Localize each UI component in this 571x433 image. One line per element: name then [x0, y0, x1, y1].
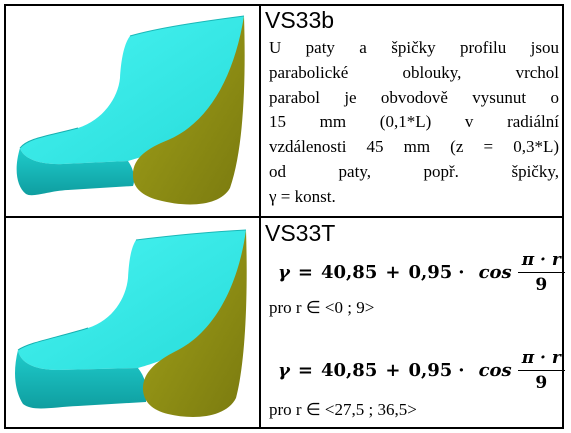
formula-gamma: γ: [278, 360, 290, 381]
formula-cos: cos: [478, 360, 512, 381]
formula-dot: ·: [458, 262, 465, 283]
formula-fraction: π · r 9: [517, 346, 565, 395]
formula-equals: =: [297, 262, 313, 283]
formula-coefficient: 0,95: [408, 262, 453, 283]
fraction-numerator: π · r: [517, 248, 565, 273]
formula-plus: +: [385, 360, 401, 381]
description-line: parabol je obvodově vysunut o: [269, 87, 559, 107]
gamma-formula: γ = 40,85 + 0,95 · cos π · r 9: [278, 346, 565, 395]
blade-shape-icon: [16, 15, 245, 205]
gamma-formula: γ = 40,85 + 0,95 · cos π · r 9: [278, 248, 565, 297]
formula-constant: 40,85: [320, 262, 378, 283]
profile-description: U paty a špičky profilu jsou parabolické…: [269, 36, 559, 210]
blade-profile-image: [8, 8, 256, 219]
formula-range: pro r ∈ <0 ; 9>: [269, 298, 375, 317]
fraction-denominator: 9: [535, 275, 548, 295]
formula-plus: +: [385, 262, 401, 283]
formula-constant: 40,85: [320, 360, 378, 381]
profile-code: VS33T: [265, 220, 336, 246]
formula-coefficient: 0,95: [408, 360, 453, 381]
blade-profile-image: [8, 220, 256, 431]
formula-equals: =: [297, 360, 313, 381]
fraction-numerator: π · r: [517, 346, 565, 371]
column-divider: [259, 4, 261, 429]
description-line: 15 mm (0,1*L) v radiální: [269, 112, 559, 132]
formula-range: pro r ∈ <27,5 ; 36,5>: [269, 400, 417, 419]
description-line: U paty a špičky profilu jsou: [269, 38, 559, 57]
profile-code: VS33b: [265, 7, 335, 33]
formula-gamma: γ: [278, 262, 290, 283]
formula-cos: cos: [478, 262, 512, 283]
description-line: γ = konst.: [269, 186, 336, 206]
fraction-denominator: 9: [535, 373, 548, 393]
formula-dot: ·: [458, 360, 465, 381]
description-line: od paty, popř. špičky,: [269, 161, 559, 181]
row-divider: [4, 216, 564, 218]
blade-shape-icon: [15, 229, 247, 417]
formula-fraction: π · r 9: [517, 248, 565, 297]
description-line: parabolické oblouky, vrchol: [269, 62, 559, 82]
description-line: vzdálenosti 45 mm (z = 0,3*L): [269, 137, 559, 157]
